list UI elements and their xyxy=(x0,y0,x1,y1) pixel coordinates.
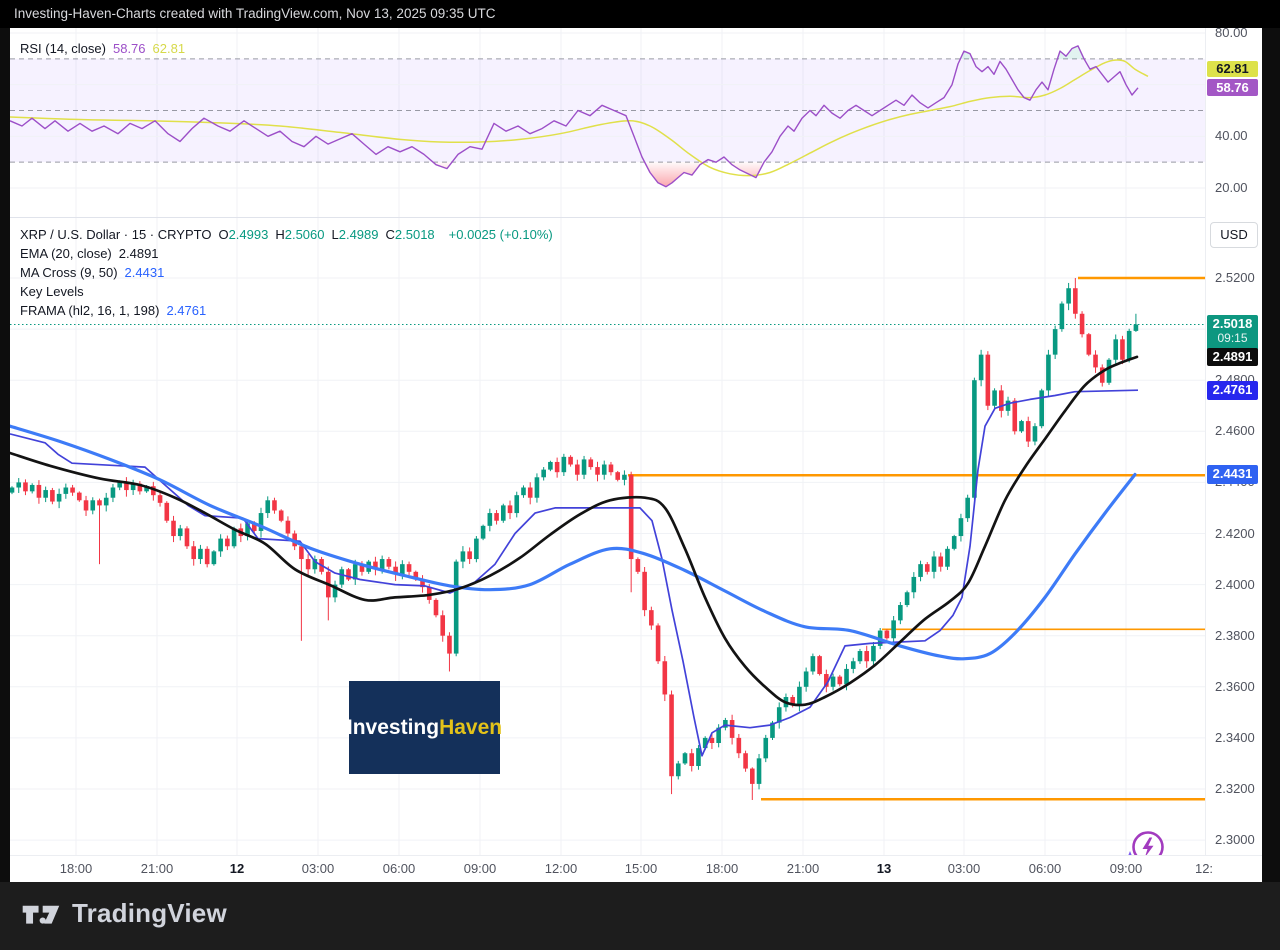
title-bar: Investing-Haven-Charts created with Trad… xyxy=(0,0,1280,28)
watermark-part1: Investing xyxy=(346,715,440,739)
time-tick-label: 13 xyxy=(876,861,892,876)
indicator-row[interactable]: FRAMA (hl2, 16, 1, 198) 2.4761 xyxy=(20,301,553,320)
indicator-row[interactable]: MA Cross (9, 50) 2.4431 xyxy=(20,263,553,282)
ohlc-item: H2.5060 xyxy=(275,227,325,242)
price-tick-label: 2.3000 xyxy=(1215,832,1255,848)
indicator-name: MA Cross (9, 50) xyxy=(20,265,118,280)
price-tick-label: 2.5200 xyxy=(1215,270,1255,285)
price-tick-label: 2.3600 xyxy=(1215,678,1255,694)
price-tick-label: 2.3200 xyxy=(1215,781,1255,796)
chart-plot[interactable] xyxy=(10,28,1205,855)
ohlc-item: L2.4989 xyxy=(331,227,379,242)
main-legend[interactable]: XRP / U.S. Dollar · 15 · CRYPTO O2.4993 H… xyxy=(20,225,553,320)
indicator-row[interactable]: EMA (20, close) 2.4891 xyxy=(20,244,553,263)
indicator-name: FRAMA (hl2, 16, 1, 198) xyxy=(20,303,160,318)
time-tick-label: 06:00 xyxy=(1028,861,1062,876)
time-tick-label: 18:00 xyxy=(59,861,93,876)
time-tick-label: 21:00 xyxy=(140,861,174,876)
symbol-row[interactable]: XRP / U.S. Dollar · 15 · CRYPTO O2.4993 H… xyxy=(20,225,553,244)
price-tick-label: 2.4000 xyxy=(1215,576,1255,592)
title-text: Investing-Haven-Charts created with Trad… xyxy=(14,6,496,21)
time-tick-label: 12: xyxy=(1194,861,1214,876)
time-tick-label: 21:00 xyxy=(786,861,820,876)
time-tick-label: 09:00 xyxy=(463,861,497,876)
rsi-tick-label: 80.00 xyxy=(1215,25,1248,40)
tradingview-brand-text: TradingView xyxy=(72,898,227,928)
price-tick-label: 2.4600 xyxy=(1215,423,1255,439)
price-badge: 2.4431 xyxy=(1207,464,1258,484)
ohlc-item: O2.4993 xyxy=(218,227,269,242)
time-tick-label: 12:00 xyxy=(544,861,578,876)
price-badge: 2.5018 09:15 xyxy=(1207,314,1258,351)
indicator-value: 2.4761 xyxy=(166,303,207,318)
tradingview-logo-icon xyxy=(22,905,60,924)
ohlc-values: O2.4993 H2.5060 L2.4989 C2.5018 xyxy=(218,225,441,244)
rsi-legend-name: RSI (14, close) xyxy=(20,41,106,56)
time-tick-label: 09:00 xyxy=(1109,861,1143,876)
time-tick-label: 15:00 xyxy=(624,861,658,876)
time-tick-label: 06:00 xyxy=(382,861,416,876)
indicator-name: Key Levels xyxy=(20,284,84,299)
price-tick-label: 2.4200 xyxy=(1215,525,1255,541)
time-axis[interactable]: 18:00 21:00 12 03:00 06:00 09:00 12:00 15:00 18:… xyxy=(10,855,1262,882)
currency-toggle-button[interactable]: USD xyxy=(1210,222,1258,248)
rsi-legend[interactable]: RSI (14, close) 58.76 62.81 xyxy=(20,39,185,58)
indicator-value: 2.4891 xyxy=(118,246,159,261)
time-tick-label: 03:00 xyxy=(947,861,981,876)
price-axis[interactable]: USD 2.52002.50002.48002.46002.44002.4200… xyxy=(1205,25,1262,882)
rsi-tick-label: 20.00 xyxy=(1215,179,1248,195)
price-tick-label: 2.3400 xyxy=(1215,729,1255,745)
rsi-tick-label: 40.00 xyxy=(1215,128,1248,144)
lightning-bolt-icon xyxy=(1142,837,1154,858)
chart-canvas[interactable]: RSI (14, close) 58.76 62.81 XRP / U.S. D… xyxy=(10,28,1205,865)
time-tick-label: 18:00 xyxy=(705,861,739,876)
symbol-title: XRP / U.S. Dollar · 15 · CRYPTO xyxy=(20,227,212,242)
footer-band: TradingView xyxy=(0,882,1280,950)
ohlc-item: C2.5018 xyxy=(385,227,435,242)
time-tick-label: 03:00 xyxy=(301,861,335,876)
indicator-name: EMA (20, close) xyxy=(20,246,112,261)
rsi-price-badge: 58.76 xyxy=(1207,79,1258,97)
rsi-value: 58.76 xyxy=(112,41,146,56)
indicator-row[interactable]: Key Levels xyxy=(20,282,553,301)
time-tick-label: 12 xyxy=(229,861,245,876)
rsi-ma-value: 62.81 xyxy=(152,41,186,56)
investinghaven-watermark: Investing Haven xyxy=(346,681,503,774)
price-badge: 2.4761 xyxy=(1207,380,1258,400)
price-tick-label: 2.3800 xyxy=(1215,627,1255,643)
change-value: +0.0025 (+0.10%) xyxy=(448,227,553,242)
price-badge: 2.4891 xyxy=(1207,347,1258,366)
rsi-price-badge: 62.81 xyxy=(1207,61,1258,78)
indicator-rows: EMA (20, close) 2.4891 MA Cross (9, 50) 2.4… xyxy=(20,244,553,320)
indicator-value: 2.4431 xyxy=(124,265,165,280)
watermark-part2: Haven xyxy=(439,715,503,739)
